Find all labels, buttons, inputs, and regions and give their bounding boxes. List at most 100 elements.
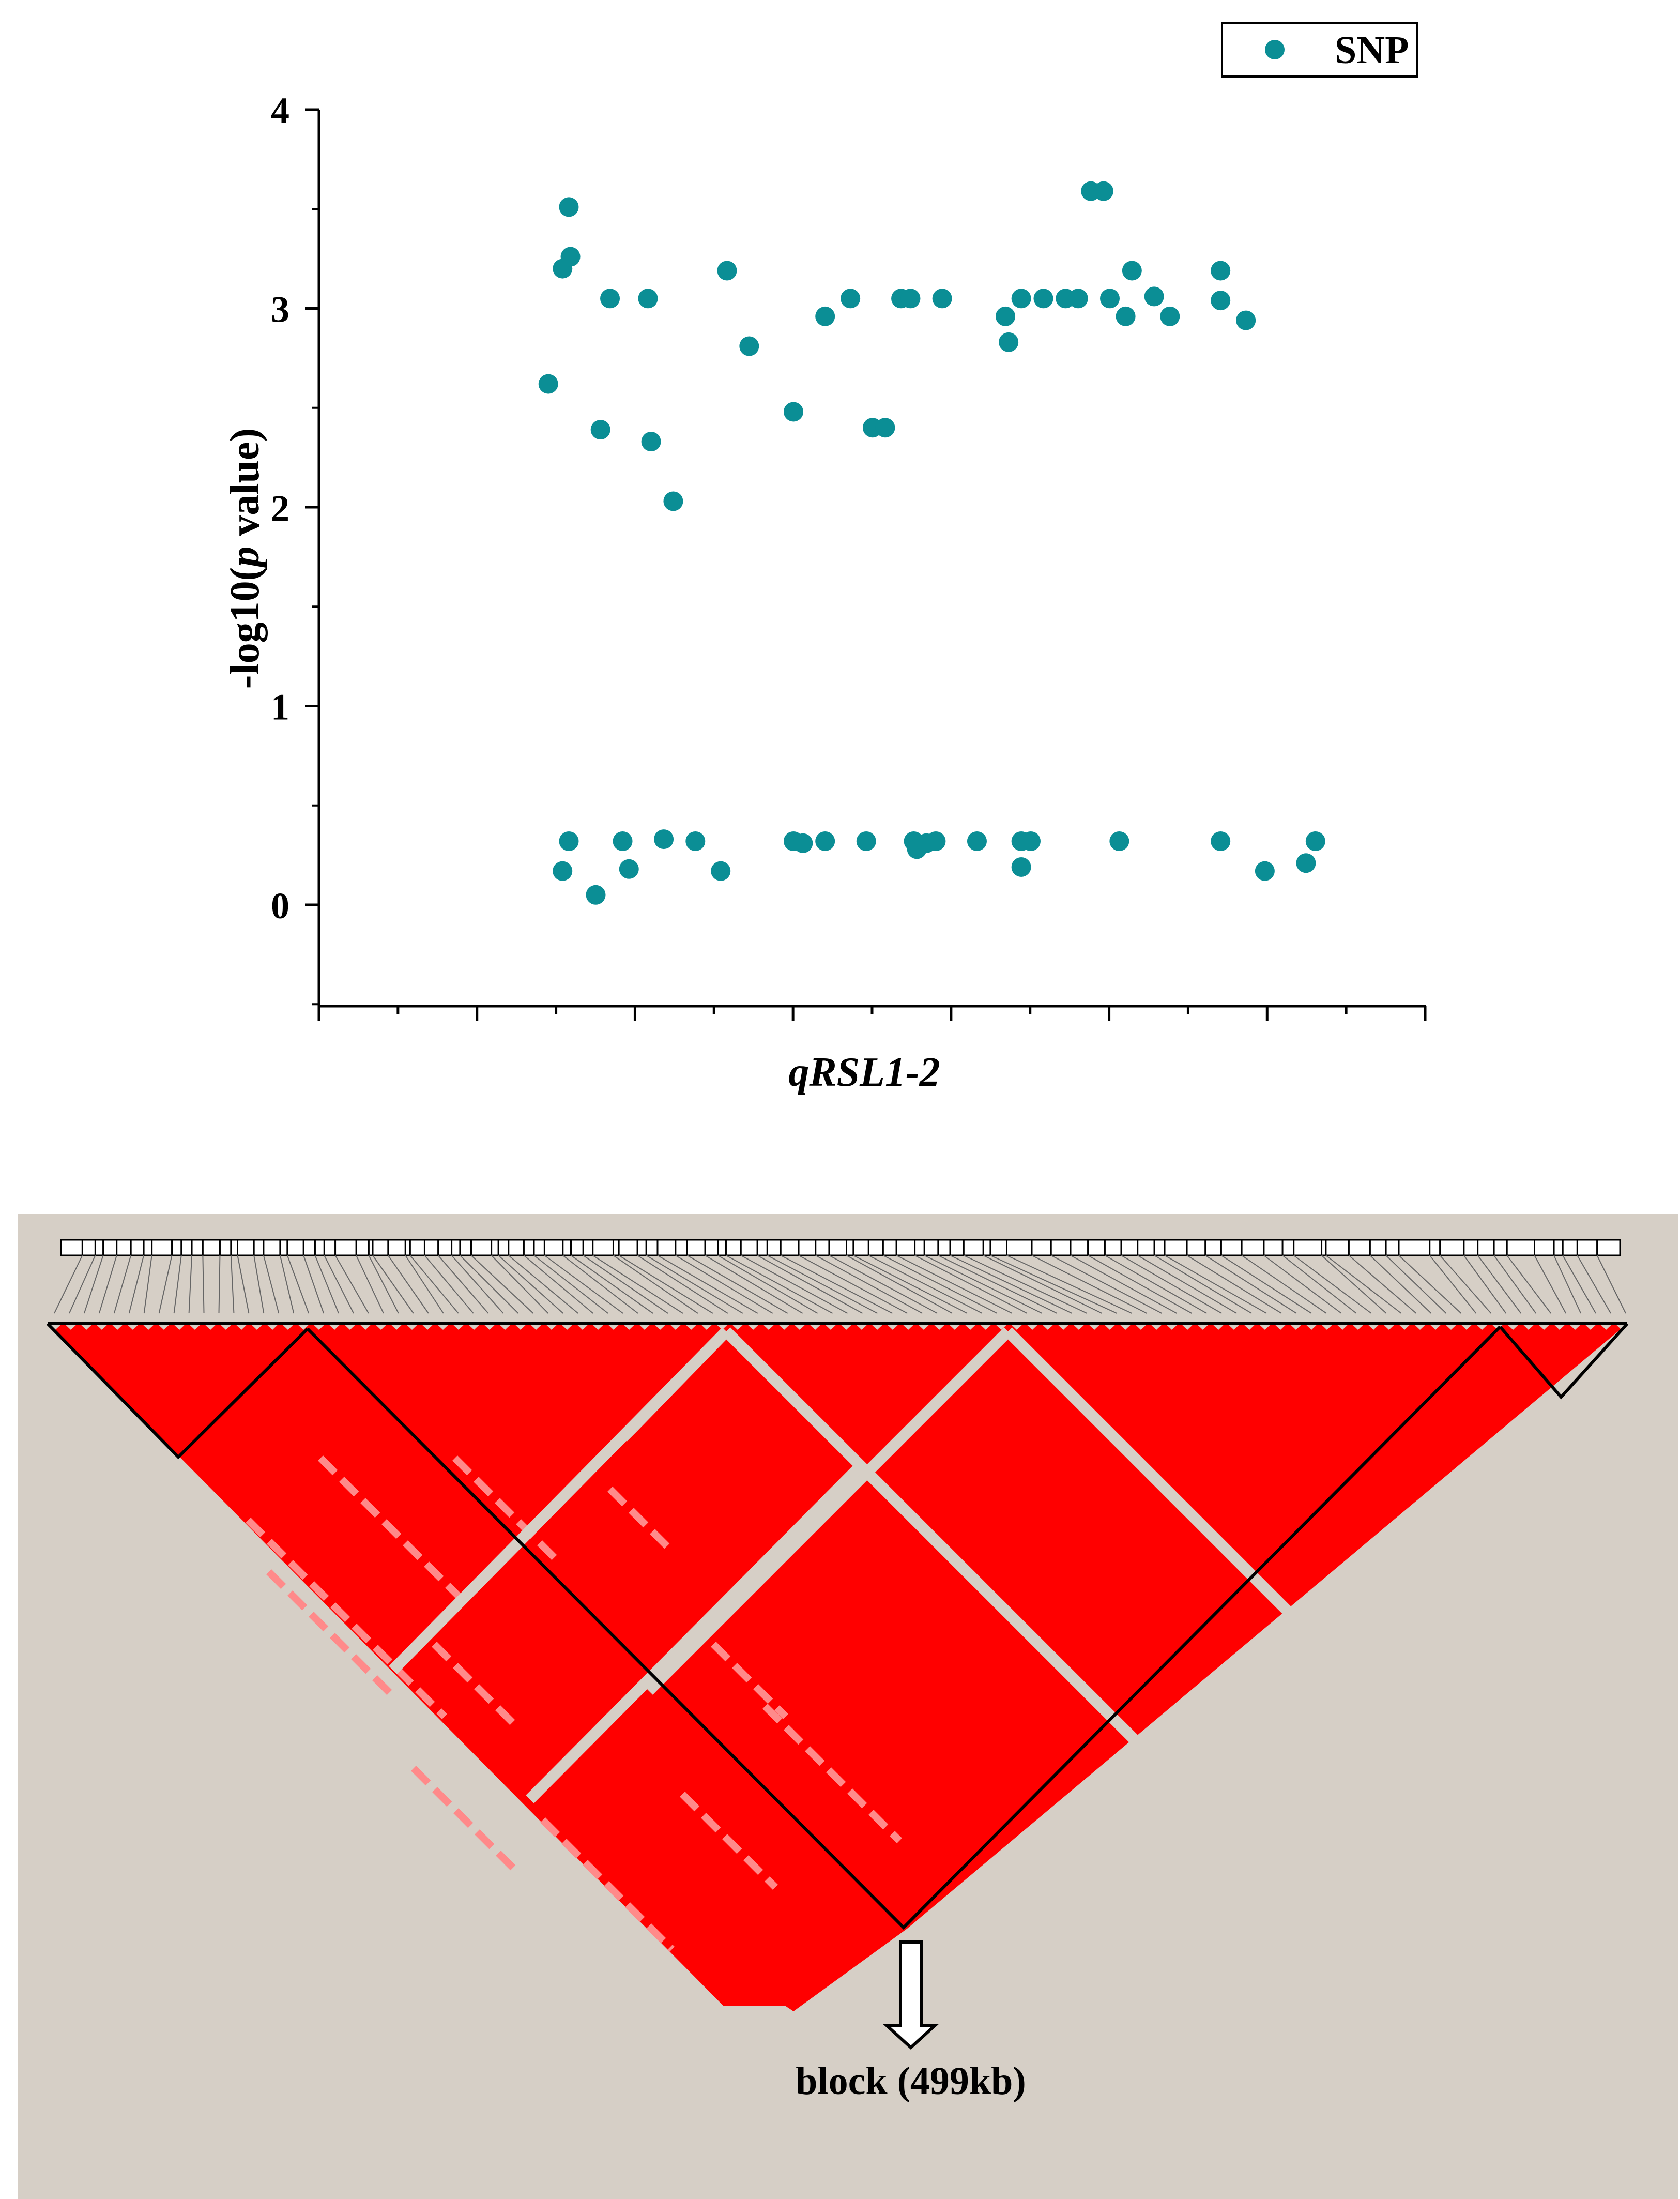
ld-gap — [645, 1327, 1012, 1695]
snp-connector — [1263, 1255, 1342, 1314]
data-point — [1305, 831, 1325, 851]
snp-connector — [570, 1255, 653, 1314]
snp-connector — [143, 1255, 152, 1314]
snp-connector — [523, 1255, 593, 1314]
snp-connector — [303, 1255, 325, 1314]
snp-connector — [657, 1255, 758, 1314]
snp-bar-outline — [60, 1239, 1621, 1256]
data-point — [1109, 831, 1129, 851]
data-point — [1011, 289, 1031, 309]
data-point — [685, 831, 706, 851]
ld-cell-light — [680, 1792, 778, 1890]
snp-connector — [188, 1255, 193, 1314]
legend-box — [1221, 22, 1418, 78]
snp-connector — [173, 1255, 182, 1314]
ld-clip — [796, 1944, 910, 2011]
data-point — [1122, 261, 1142, 281]
snp-connector — [938, 1255, 1058, 1314]
ld-block-outline — [306, 1325, 1502, 1930]
snp-connector — [1205, 1255, 1297, 1314]
snp-connector — [725, 1255, 833, 1314]
ld-cell-light — [432, 1642, 520, 1730]
snp-connector — [69, 1255, 96, 1314]
data-point — [841, 289, 861, 309]
data-point — [600, 289, 620, 309]
snp-connector — [983, 1255, 1103, 1314]
snp-connector — [230, 1255, 235, 1314]
snp-connector — [286, 1255, 310, 1314]
snp-connector — [1070, 1255, 1177, 1314]
snp-connector — [334, 1255, 369, 1314]
y-tick-label: 3 — [271, 289, 289, 330]
data-point — [560, 247, 581, 267]
snp-connector — [1369, 1255, 1432, 1314]
snp-connector — [491, 1255, 549, 1314]
data-point — [875, 418, 895, 438]
snp-connector — [98, 1255, 117, 1314]
snp-connector — [544, 1255, 623, 1314]
ld-block-outline — [46, 1322, 309, 1460]
snp-connector — [470, 1255, 534, 1314]
data-point — [1068, 289, 1088, 309]
ld-cell-light — [246, 1518, 447, 1719]
data-point — [1093, 181, 1113, 201]
ld-gap — [526, 1462, 865, 1803]
legend: SNP — [1221, 22, 1418, 78]
data-point — [663, 491, 683, 511]
y-axis-label: -log10(p value) — [222, 428, 268, 689]
snp-connector — [279, 1255, 295, 1314]
block-arrow-icon — [883, 1940, 939, 2050]
snp-connector — [1137, 1255, 1237, 1314]
snp-connector — [846, 1255, 953, 1314]
ld-gap — [629, 1327, 730, 1431]
ld-cell-light — [540, 1817, 675, 1952]
snp-connector — [128, 1255, 145, 1314]
ld-cell-light — [711, 1642, 788, 1719]
snp-connector — [1534, 1255, 1567, 1314]
snp-connector — [914, 1255, 1028, 1314]
snp-connector — [1241, 1255, 1327, 1314]
snp-connector — [437, 1255, 489, 1314]
data-point — [711, 861, 731, 881]
ld-cell-light — [762, 1704, 902, 1843]
snp-connector — [717, 1255, 818, 1314]
data-point — [641, 432, 661, 452]
legend-label: SNP — [1335, 28, 1409, 72]
snp-connector — [451, 1255, 504, 1314]
snp-connector — [815, 1255, 923, 1314]
snp-connector — [83, 1255, 104, 1314]
snp-connector — [767, 1255, 878, 1314]
y-tick-label: 4 — [271, 90, 289, 131]
snp-connector — [613, 1255, 698, 1314]
snp-connector — [675, 1255, 773, 1314]
data-point — [1100, 289, 1120, 309]
snp-connector — [1429, 1255, 1477, 1314]
snp-connector-lines — [54, 1255, 1626, 1314]
data-point — [996, 306, 1016, 326]
data-point — [613, 831, 633, 851]
snp-connector — [1493, 1255, 1537, 1314]
snp-connector — [1164, 1255, 1267, 1314]
snp-connector — [950, 1255, 1073, 1314]
data-point — [586, 885, 606, 905]
x-axis-label: qRSL1-2 — [788, 1050, 940, 1095]
data-point — [559, 831, 579, 851]
data-point — [654, 829, 674, 850]
snp-connector — [218, 1255, 221, 1314]
data-point — [1011, 857, 1031, 877]
ld-gap — [619, 1423, 637, 1442]
data-point — [1033, 289, 1053, 309]
snp-connector — [798, 1255, 908, 1314]
snp-connector — [686, 1255, 788, 1314]
snp-connector — [424, 1255, 474, 1314]
data-point — [1211, 291, 1231, 311]
snp-connector — [1006, 1255, 1132, 1314]
data-point — [1296, 853, 1316, 873]
snp-connector — [882, 1255, 998, 1314]
snp-connector — [54, 1255, 83, 1314]
legend-marker — [1265, 40, 1285, 59]
data-point — [1116, 306, 1136, 326]
data-point — [793, 833, 813, 853]
snp-connector — [1293, 1255, 1372, 1314]
data-point — [717, 261, 737, 281]
